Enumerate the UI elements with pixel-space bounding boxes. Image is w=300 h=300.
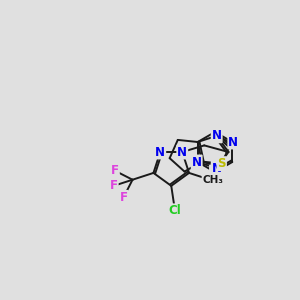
Text: F: F bbox=[111, 164, 119, 177]
Text: N: N bbox=[192, 155, 202, 169]
Text: CH₃: CH₃ bbox=[202, 175, 224, 185]
Text: F: F bbox=[119, 191, 128, 204]
Text: N: N bbox=[177, 146, 187, 158]
Text: N: N bbox=[210, 166, 220, 178]
Text: F: F bbox=[110, 179, 118, 192]
Text: N: N bbox=[155, 146, 165, 158]
Text: S: S bbox=[218, 157, 226, 170]
Text: Cl: Cl bbox=[168, 204, 181, 218]
Text: N: N bbox=[212, 162, 222, 175]
Text: N: N bbox=[228, 136, 238, 148]
Text: N: N bbox=[212, 129, 222, 142]
